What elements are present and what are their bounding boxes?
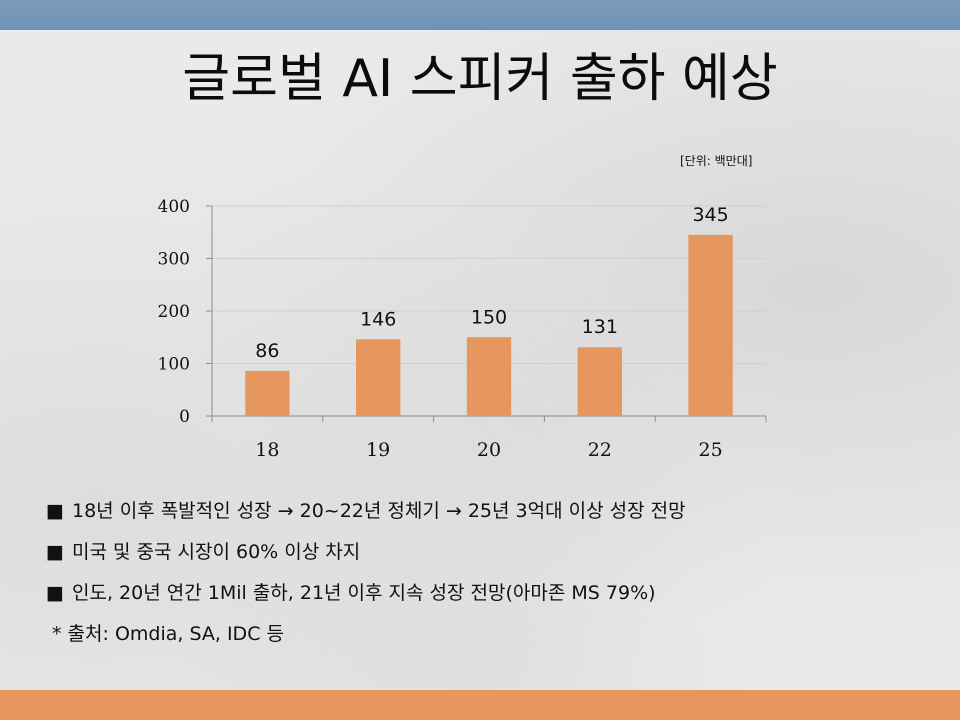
square-bullet-icon: ■ xyxy=(46,541,64,563)
bullet-list: ■ 18년 이후 폭발적인 성장 → 20~22년 정체기 → 25년 3억대 이… xyxy=(46,494,686,658)
bullet-item: ■ 인도, 20년 연간 1Mil 출하, 21년 이후 지속 성장 전망(아마존… xyxy=(46,576,686,617)
gridlines xyxy=(212,205,766,364)
top-accent-band xyxy=(0,0,960,30)
data-label: 150 xyxy=(471,306,507,328)
bar-chart: 0 100 200 300 400 18 19 20 22 25 86 146 150 131 345 xyxy=(158,197,767,461)
bar xyxy=(466,337,512,416)
y-tick-label: 400 xyxy=(158,197,190,217)
y-tick-label: 100 xyxy=(158,355,190,375)
bar xyxy=(688,234,733,416)
slide-title: 글로벌 AI 스피커 출하 예상 xyxy=(182,49,778,109)
x-tick-label: 22 xyxy=(588,439,612,461)
source-footnote: * 출처: Omdia, SA, IDC 등 xyxy=(52,623,284,645)
x-tick-label: 18 xyxy=(255,439,279,461)
data-label: 345 xyxy=(692,204,728,226)
bar xyxy=(356,339,401,416)
bullet-text: 18년 이후 폭발적인 성장 → 20~22년 정체기 → 25년 3억대 이상… xyxy=(72,500,686,522)
bars xyxy=(245,234,733,416)
data-label: 146 xyxy=(360,308,396,330)
bullet-item: ■ 18년 이후 폭발적인 성장 → 20~22년 정체기 → 25년 3억대 이… xyxy=(46,494,686,535)
y-tick-label: 300 xyxy=(158,250,190,270)
square-bullet-icon: ■ xyxy=(46,500,64,522)
data-label: 131 xyxy=(582,316,618,338)
bullet-text: 인도, 20년 연간 1Mil 출하, 21년 이후 지속 성장 전망(아마존 … xyxy=(72,582,656,604)
square-bullet-icon: ■ xyxy=(46,582,64,604)
x-tick-label: 19 xyxy=(366,439,390,461)
bottom-accent-band xyxy=(0,690,960,720)
bullet-text: 미국 및 중국 시장이 60% 이상 차지 xyxy=(72,541,361,563)
y-tick-label: 200 xyxy=(158,302,190,322)
data-labels: 86 146 150 131 345 xyxy=(255,204,728,362)
data-label: 86 xyxy=(255,340,279,362)
bar xyxy=(577,347,622,416)
unit-note: [단위: 백만대] xyxy=(680,154,753,168)
x-tick-label: 25 xyxy=(699,439,723,461)
y-tick-label: 0 xyxy=(179,407,190,427)
bar xyxy=(245,370,290,416)
axes: 0 100 200 300 400 18 19 20 22 25 xyxy=(158,197,767,461)
x-tick-label: 20 xyxy=(477,439,501,461)
bullet-item: ■ 미국 및 중국 시장이 60% 이상 차지 xyxy=(46,535,686,576)
